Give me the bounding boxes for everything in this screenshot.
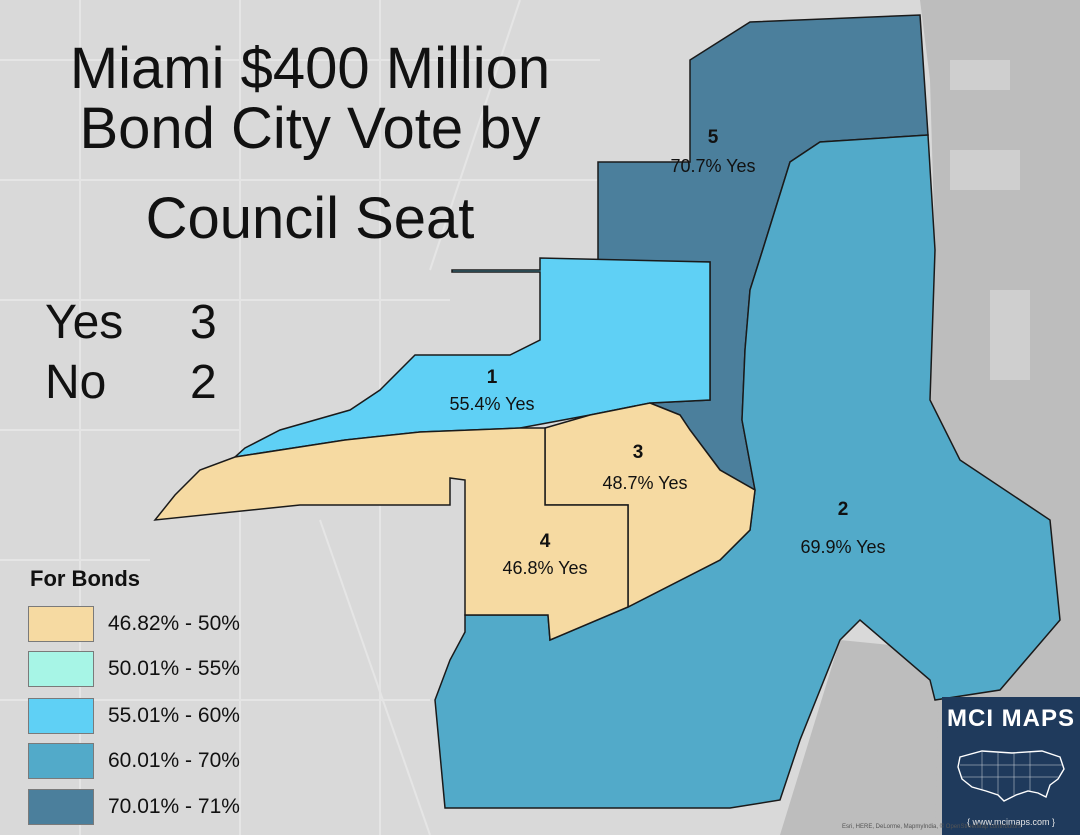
legend-swatch: [28, 789, 94, 825]
legend-swatch: [28, 606, 94, 642]
legend-swatch: [28, 743, 94, 779]
map-title-line-2: Bond City Vote by: [79, 96, 541, 161]
island: [950, 150, 1020, 190]
district-5-number: 5: [708, 127, 719, 148]
district-3-number: 3: [633, 442, 644, 463]
map-title-line-3: Council Seat: [145, 186, 475, 251]
no-label: No: [45, 356, 107, 409]
mci-maps-logo: MCI MAPS { www.mcimaps.com }: [942, 697, 1080, 835]
map-title-line-1: Miami $400 Million: [69, 36, 551, 101]
district-4-result: 46.8% Yes: [502, 558, 587, 578]
legend-label: 46.82% - 50%: [108, 612, 240, 635]
bay-water: [920, 0, 1080, 835]
district-2-result: 69.9% Yes: [800, 537, 885, 557]
no-count: 2: [190, 356, 217, 409]
legend-title: For Bonds: [30, 566, 140, 591]
bay-water-south: [780, 640, 940, 835]
legend-swatch: [28, 651, 94, 687]
legend-label: 55.01% - 60%: [108, 704, 240, 727]
legend-label: 50.01% - 55%: [108, 657, 240, 680]
island: [990, 290, 1030, 380]
island: [950, 60, 1010, 90]
district-4-area[interactable]: [153, 427, 629, 642]
district-1-number: 1: [487, 367, 498, 388]
district-4-number: 4: [540, 531, 551, 552]
logo-url: { www.mcimaps.com }: [966, 817, 1056, 827]
legend-label: 70.01% - 71%: [108, 795, 240, 818]
district-1-result: 55.4% Yes: [449, 394, 534, 414]
map-attribution: Esri, HERE, DeLorme, MapmyIndia, © OpenS…: [842, 824, 1022, 830]
legend-swatch: [28, 698, 94, 734]
us-map-icon: [957, 750, 1065, 802]
yes-label: Yes: [45, 296, 124, 349]
district-5-result: 70.7% Yes: [670, 156, 755, 176]
district-3-result: 48.7% Yes: [602, 473, 687, 493]
district-2-number: 2: [838, 499, 849, 520]
yes-count: 3: [190, 296, 217, 349]
legend-label: 60.01% - 70%: [108, 749, 240, 772]
logo-title: MCI MAPS: [947, 705, 1075, 732]
